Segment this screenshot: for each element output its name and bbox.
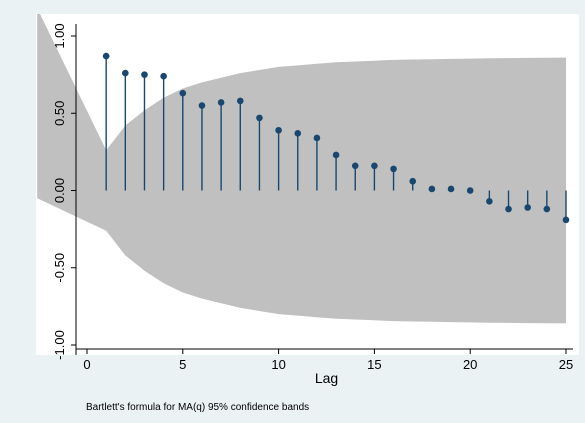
- acf-point: [179, 89, 187, 97]
- autocorrelation-stems: [102, 52, 570, 224]
- acf-point: [332, 151, 340, 159]
- acf-point: [371, 162, 378, 170]
- acf-point: [505, 205, 512, 213]
- x-tick-label: 20: [463, 357, 477, 372]
- y-tick-label: 0.00: [52, 178, 67, 203]
- acf-point: [562, 216, 570, 224]
- acf-point: [486, 198, 493, 205]
- acf-point: [390, 165, 397, 173]
- acf-point: [524, 204, 531, 211]
- y-tick-label: 1.00: [52, 23, 67, 48]
- axes: -1.00 -0.50 0.00 0.50 1.00 0 5 10 15 20 25: [52, 23, 573, 372]
- x-tick-label: 0: [83, 357, 90, 372]
- acf-point: [256, 114, 263, 122]
- acf-point: [217, 99, 225, 106]
- x-axis-title: Lag: [315, 370, 338, 386]
- y-tick-label: -1.00: [52, 330, 67, 360]
- acf-point: [351, 162, 359, 170]
- acf-point: [466, 187, 474, 194]
- confidence-band: [37, 14, 566, 324]
- confidence-band-note: Bartlett's formula for MA(q) 95% confide…: [86, 402, 309, 413]
- x-tick-label: 10: [271, 357, 285, 372]
- acf-point: [447, 185, 455, 193]
- acf-point: [236, 97, 244, 105]
- acf-point: [275, 126, 282, 134]
- acf-point: [543, 205, 551, 213]
- x-tick-label: 5: [179, 357, 186, 372]
- acf-point: [122, 69, 129, 77]
- x-tick-label: 25: [559, 357, 573, 372]
- x-tick-label: 15: [367, 357, 381, 372]
- y-tick-label: -0.50: [52, 253, 67, 283]
- acf-point: [294, 130, 302, 137]
- acf-point: [198, 102, 206, 109]
- y-tick-label: 0.50: [52, 101, 67, 126]
- acf-point: [160, 72, 167, 80]
- acf-point: [141, 71, 148, 78]
- acf-point: [313, 134, 321, 142]
- acf-point: [428, 185, 436, 193]
- acf-point: [102, 52, 110, 60]
- acf-point: [409, 177, 417, 185]
- confidence-band-layer: [37, 14, 566, 324]
